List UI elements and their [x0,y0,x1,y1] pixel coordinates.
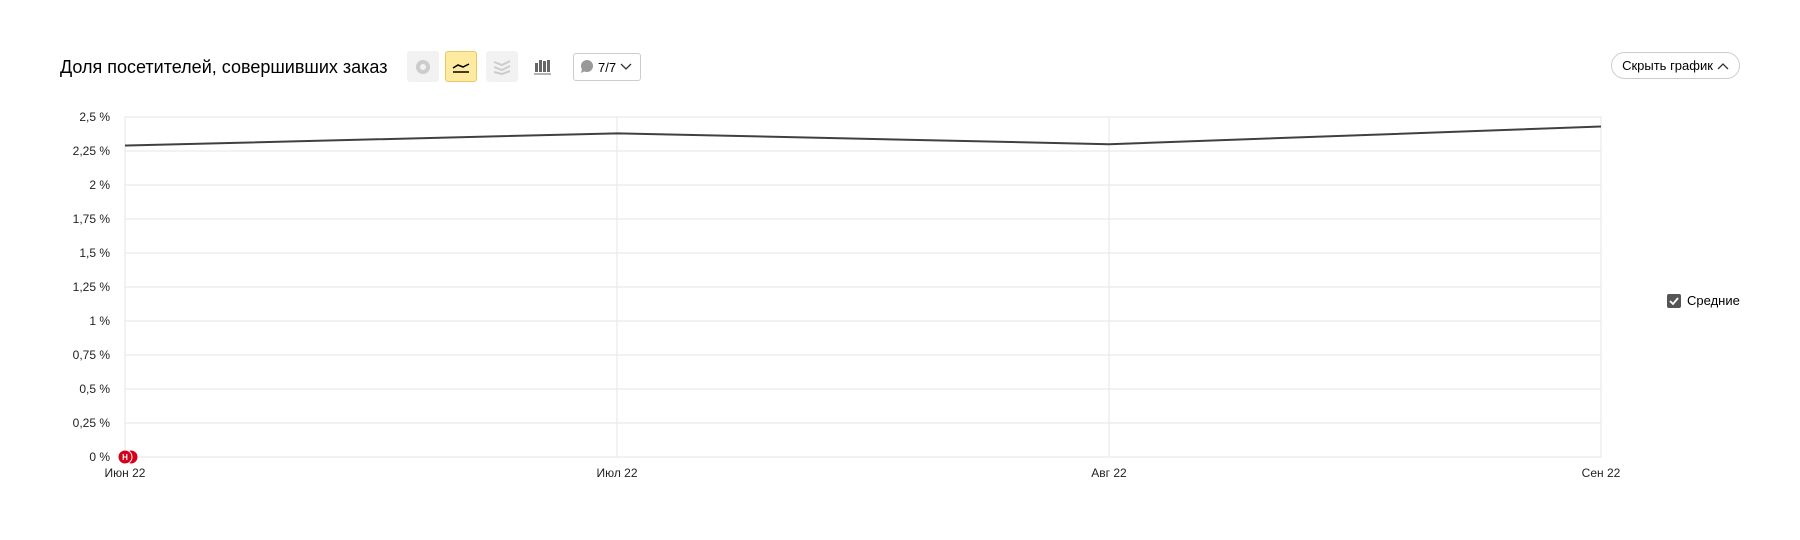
annotations-count: 7/7 [598,59,617,75]
legend-label: Средние [1687,293,1740,308]
pie-chart-icon [416,59,430,74]
y-tick-label: 0,75 % [73,348,111,362]
y-tick-label: 0,5 % [79,382,110,396]
annotation-marker-label: Н [122,453,128,462]
area-chart-button[interactable] [486,51,518,82]
chevron-down-icon [620,63,632,70]
y-tick-label: 2,5 % [79,110,110,124]
y-tick-label: 1 % [89,314,110,328]
y-tick-label: 1,75 % [73,212,111,226]
line-chart-icon [452,62,470,73]
annotations-dropdown[interactable]: 7/7 [573,53,641,81]
pie-chart-button[interactable] [407,51,439,82]
bar-chart-button[interactable] [526,51,558,82]
y-tick-label: 2 % [89,178,110,192]
x-tick-label: Июн 22 [105,466,146,480]
x-tick-label: Сен 22 [1582,466,1621,480]
line-chart-button[interactable] [445,51,477,82]
x-tick-label: Июл 22 [596,466,637,480]
y-tick-label: 0 % [89,450,110,464]
area-chart-icon [493,59,511,75]
comment-icon [581,60,593,73]
y-tick-label: 2,25 % [73,144,111,158]
chart-title: Доля посетителей, совершивших заказ [60,57,388,77]
x-tick-label: Авг 22 [1091,466,1127,480]
chevron-up-icon [1717,62,1729,69]
legend-item-averages[interactable]: Средние [1667,293,1740,308]
hide-chart-button[interactable]: Скрыть график [1611,52,1740,79]
hide-chart-label: Скрыть график [1622,58,1713,73]
annotation-marker-back [123,449,139,465]
bar-chart-icon [534,59,551,74]
series-line [124,125,1602,147]
y-tick-label: 1,5 % [79,246,110,260]
checkbox-checked-icon[interactable] [1667,293,1681,308]
y-tick-label: 0,25 % [73,416,111,430]
y-tick-label: 1,25 % [73,280,111,294]
annotation-marker [117,449,133,465]
